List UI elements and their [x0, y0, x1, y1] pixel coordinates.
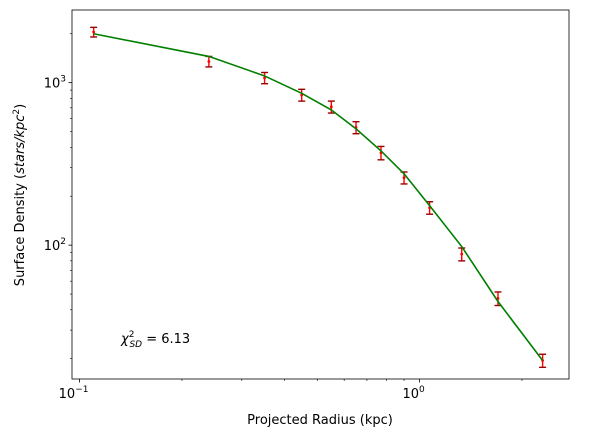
- x-tick-label-exponent: 0: [419, 385, 425, 395]
- y-tick-label-base: 10: [44, 77, 61, 92]
- y-tick-label-exponent: 3: [60, 75, 66, 85]
- y-axis-label: Surface Density (stars/kpc2): [12, 104, 28, 286]
- chi-symbol: χ: [120, 332, 130, 347]
- data-point: [539, 353, 547, 369]
- plot-frame: [71, 9, 570, 380]
- x-tick-label-base: 10: [59, 387, 76, 402]
- x-tick-label-exponent: −1: [75, 385, 88, 395]
- data-marker: [207, 60, 211, 63]
- y-axis-label-suffix: ): [13, 104, 28, 109]
- x-axis-label: Projected Radius (kpc): [247, 413, 393, 428]
- y-tick-label: 103: [44, 75, 66, 92]
- data-point: [90, 26, 98, 38]
- chi-superscript: 2: [129, 330, 135, 340]
- x-tick-label: 10−1: [59, 385, 89, 402]
- y-tick-label-exponent: 2: [60, 237, 66, 247]
- x-tick-label: 100: [402, 385, 425, 402]
- data-point: [458, 247, 466, 262]
- y-tick-label: 102: [44, 237, 66, 254]
- chi-value: = 6.13: [142, 332, 190, 347]
- data-marker: [263, 76, 266, 80]
- y-axis-label-prefix: Surface Density (: [13, 174, 28, 286]
- data-marker: [92, 30, 96, 34]
- chi-subscript: SD: [129, 340, 142, 350]
- model-line: [93, 32, 544, 361]
- x-tick-label-base: 10: [402, 387, 419, 402]
- data-marker: [460, 252, 464, 256]
- y-axis-label-unit: stars/kpc: [13, 115, 28, 174]
- data-point: [327, 100, 335, 114]
- data-point: [261, 71, 269, 85]
- y-axis-label-unit-exponent: 2: [12, 109, 22, 115]
- chi-squared-annotation: χ2 SD = 6.13: [120, 330, 190, 350]
- data-marker: [329, 105, 333, 109]
- data-marker: [402, 176, 406, 180]
- data-point: [352, 121, 360, 135]
- y-tick-label-base: 10: [44, 239, 61, 254]
- plot-layer: [90, 26, 547, 369]
